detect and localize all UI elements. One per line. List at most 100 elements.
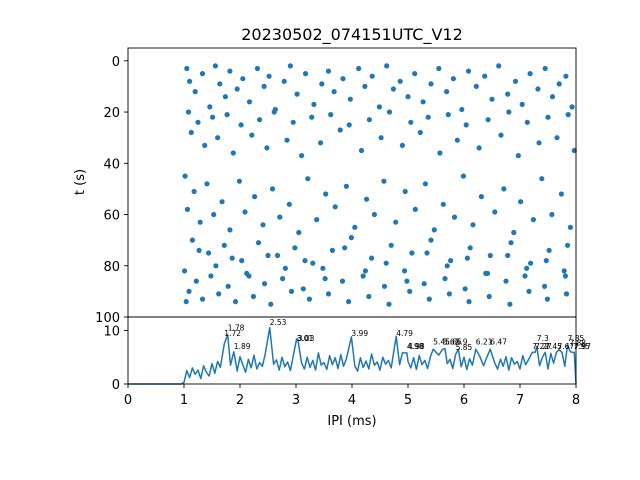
ipi-histogram-line <box>128 326 577 385</box>
scatter-point <box>528 260 534 266</box>
scatter-point <box>412 206 418 212</box>
scatter-point <box>217 81 223 87</box>
scatter-point <box>346 122 352 128</box>
scatter-point <box>421 281 427 287</box>
scatter-point <box>318 140 324 146</box>
scatter-point <box>522 273 528 279</box>
peak-annotation: 6.21 <box>476 337 493 346</box>
scatter-point <box>206 250 212 256</box>
scatter-point <box>383 260 389 266</box>
scatter-point <box>409 250 415 256</box>
scatter-point <box>561 268 567 274</box>
ipi-x-tick-label: 5 <box>404 393 412 408</box>
scatter-point <box>465 68 472 74</box>
scatter-point <box>329 247 335 253</box>
scatter-point <box>362 83 368 89</box>
scatter-point <box>482 73 488 79</box>
scatter-point <box>386 109 393 115</box>
scatter-point <box>182 173 188 179</box>
peak-annotation: 5.45 <box>433 337 450 346</box>
scatter-point <box>503 278 509 284</box>
scatter-point <box>195 119 201 125</box>
scatter-point <box>460 173 466 179</box>
scatter-point <box>322 276 328 282</box>
peak-annotation: 1.89 <box>234 342 251 351</box>
scatter-point <box>381 178 387 184</box>
scatter-point <box>193 278 199 284</box>
scatter-point <box>240 76 246 82</box>
scatter-point <box>489 96 495 102</box>
scatter-point <box>567 224 574 230</box>
scatter-point <box>402 268 408 274</box>
scatter-point <box>311 101 317 107</box>
scatter-point <box>184 206 190 212</box>
scatter-point <box>526 288 532 294</box>
scatter-point <box>183 299 189 305</box>
scatter-point <box>282 265 288 271</box>
scatter-point <box>390 86 396 92</box>
scatter-point <box>376 104 382 110</box>
ipi-x-tick-label: 3 <box>292 393 300 408</box>
scatter-y-tick-label: 100 <box>95 311 120 326</box>
scatter-point <box>473 83 479 89</box>
scatter-point <box>239 258 245 264</box>
scatter-point <box>184 65 190 72</box>
scatter-point <box>269 186 276 192</box>
peak-annotation: 3.03 <box>298 334 315 343</box>
scatter-point <box>554 135 560 141</box>
scatter-point <box>506 109 512 115</box>
scatter-point <box>444 263 450 269</box>
scatter-point <box>492 209 498 215</box>
scatter-point <box>210 114 216 120</box>
scatter-point <box>188 129 194 136</box>
scatter-point <box>507 301 513 307</box>
scatter-point <box>229 255 235 261</box>
scatter-point <box>369 255 375 261</box>
scatter-point <box>384 63 390 69</box>
scatter-point <box>222 94 228 100</box>
scatter-point <box>199 296 206 302</box>
scatter-point <box>563 73 569 79</box>
peak-annotation: 7.67 <box>558 342 575 351</box>
scatter-point <box>512 78 519 84</box>
scatter-point <box>309 114 315 120</box>
scatter-point <box>366 117 372 123</box>
scatter-point <box>265 252 271 259</box>
scatter-point <box>325 68 332 74</box>
scatter-point <box>246 273 252 279</box>
scatter-frame <box>127 47 577 318</box>
scatter-point <box>320 265 326 271</box>
scatter-point <box>440 201 446 207</box>
scatter-point <box>224 112 230 118</box>
scatter-point <box>545 114 551 120</box>
ipi-x-tick-label: 6 <box>460 393 468 408</box>
scatter-point <box>292 245 298 251</box>
scatter-point <box>287 63 293 69</box>
scatter-point <box>462 286 468 292</box>
ipi-y-tick-label: 0 <box>112 378 120 393</box>
peak-annotation: 7.97 <box>574 342 591 351</box>
peak-annotation: 7.3 <box>537 334 549 343</box>
scatter-point <box>386 301 392 307</box>
scatter-point <box>420 99 426 105</box>
scatter-point <box>364 196 370 202</box>
scatter-point <box>565 242 571 248</box>
scatter-point <box>436 65 442 72</box>
peak-annotation: 1.72 <box>224 329 241 338</box>
scatter-point <box>246 99 253 105</box>
scatter-point <box>255 240 262 246</box>
scatter-point <box>310 260 316 266</box>
scatter-point <box>524 265 530 271</box>
scatter-point <box>422 181 428 187</box>
scatter-point <box>343 183 349 189</box>
peak-annotation: 3.99 <box>351 329 368 338</box>
scatter-point <box>487 252 493 259</box>
scatter-point <box>236 178 242 184</box>
scatter-point <box>530 217 537 223</box>
scatter-point <box>314 217 320 223</box>
scatter-point <box>446 291 452 297</box>
scatter-point <box>496 63 502 69</box>
scatter-y-tick-label: 60 <box>103 209 120 224</box>
scatter-point <box>208 273 214 279</box>
